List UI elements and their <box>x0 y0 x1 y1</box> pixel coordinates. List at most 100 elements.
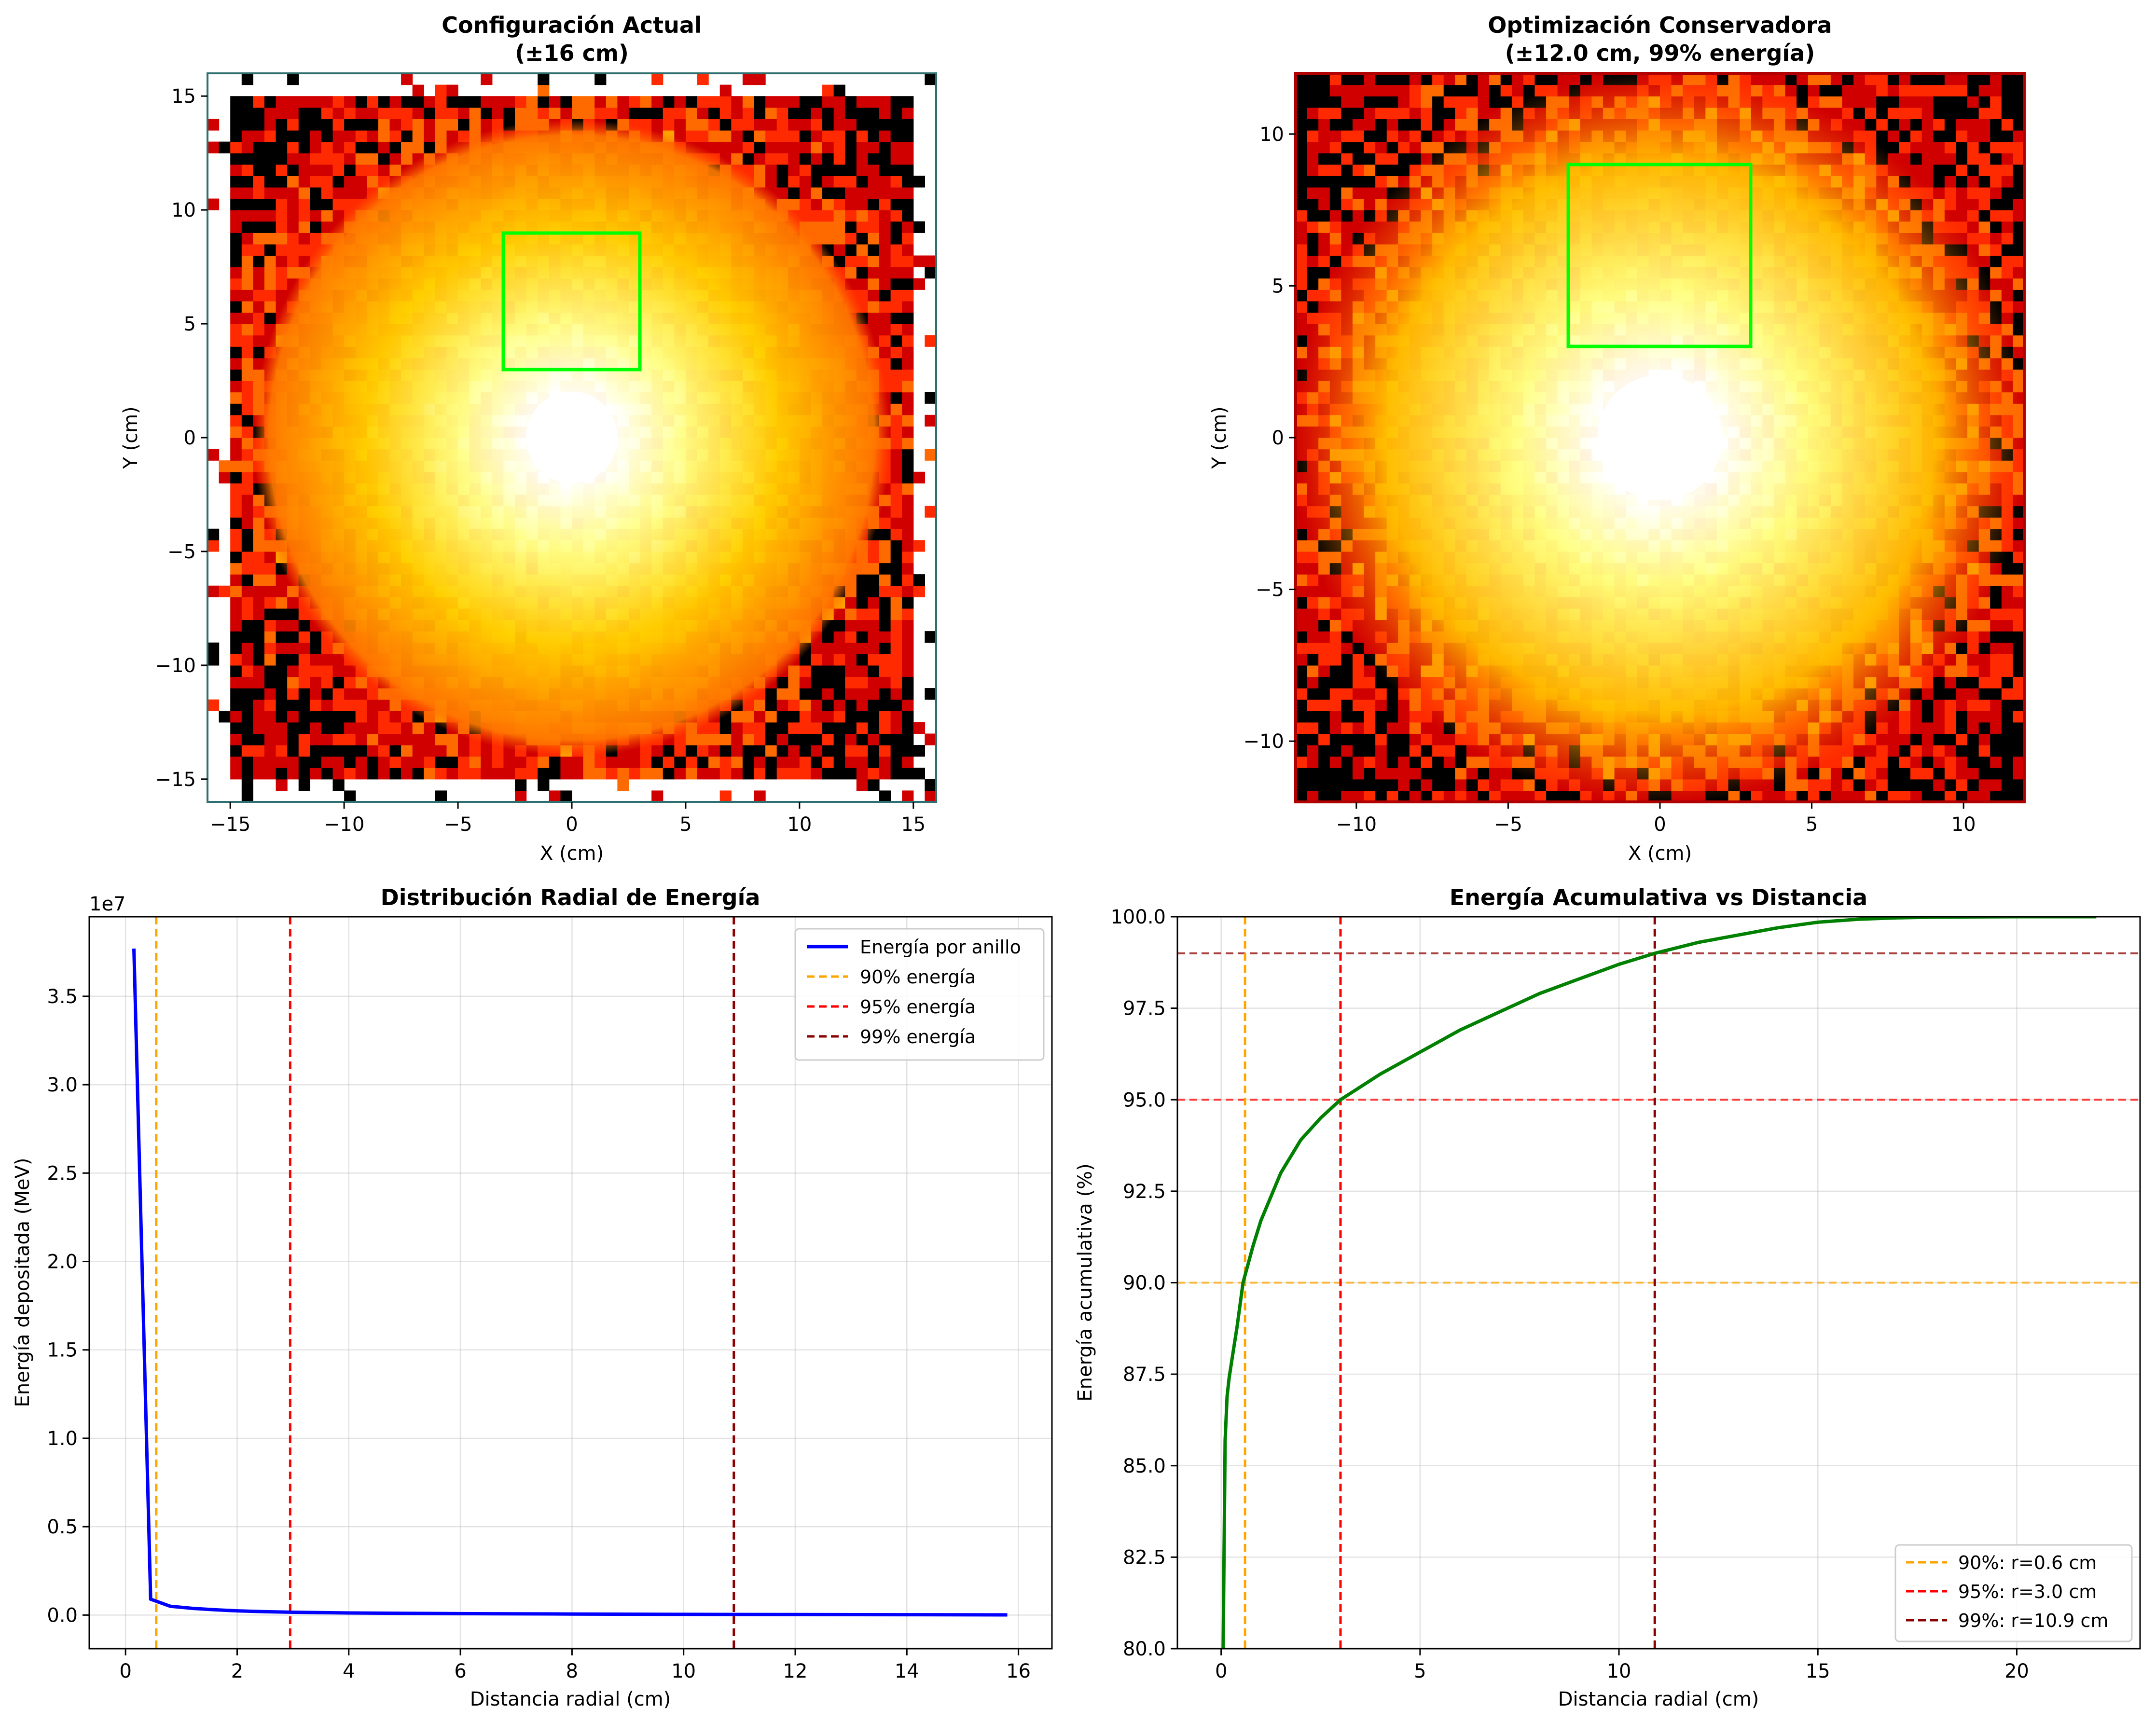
heatmap-cell <box>719 768 732 780</box>
heatmap-cell <box>230 438 242 450</box>
heatmap-cell <box>708 768 720 780</box>
heatmap-cell <box>902 483 914 495</box>
heatmap-cell <box>230 688 242 700</box>
heatmap-cell <box>1375 688 1387 700</box>
heatmap-cell <box>1375 153 1387 165</box>
heatmap-cell <box>902 699 914 711</box>
heatmap-cell <box>332 711 345 723</box>
heatmap-cell <box>833 711 845 723</box>
heatmap-cell <box>310 130 322 142</box>
heatmap-cell <box>538 756 550 768</box>
heatmap-cell <box>287 642 299 654</box>
heatmap-cell <box>890 608 902 620</box>
heatmap-cell <box>1500 84 1512 96</box>
heatmap-cell <box>241 278 253 290</box>
heatmap-cell <box>1341 733 1353 745</box>
heatmap-cell <box>776 745 788 757</box>
heatmap-cell <box>811 107 823 119</box>
heatmap-cell <box>708 96 720 108</box>
heatmap-cell <box>241 676 253 689</box>
heatmap-cell <box>1329 130 1341 142</box>
heatmap-cell <box>913 585 926 597</box>
heatmap-cell <box>253 107 265 119</box>
heatmap-cell <box>1307 631 1319 643</box>
heatmap-cell <box>788 187 800 199</box>
heatmap-cell <box>776 733 788 745</box>
heatmap-cell <box>902 517 914 529</box>
heatmap-cell <box>822 164 834 176</box>
heatmap-cell <box>230 187 242 199</box>
heatmap-cell <box>1364 176 1376 188</box>
heatmap-cell <box>241 369 253 381</box>
heatmap-cell <box>856 665 869 677</box>
heatmap-cell <box>902 665 914 677</box>
heatmap-cell <box>925 733 936 745</box>
heatmap-cell <box>344 688 356 700</box>
heatmap-cell <box>310 711 322 723</box>
heatmap-cell <box>287 676 299 689</box>
heatmap-cell <box>435 768 447 780</box>
heatmap-cell <box>594 73 607 85</box>
heatmap-cell <box>287 96 299 108</box>
heatmap-cell <box>367 107 379 119</box>
heatmap-cell <box>902 733 914 745</box>
hm2-title-line1: Optimización Conservadora <box>1488 12 1832 38</box>
heatmap-cell <box>526 756 538 768</box>
heatmap-cell <box>276 620 288 632</box>
heatmap-cell <box>481 73 493 85</box>
heatmap-cell <box>868 756 880 768</box>
heatmap-cell <box>1307 688 1319 700</box>
heatmap-cell <box>583 96 595 108</box>
heatmap-cell <box>298 176 310 188</box>
heatmap-cell <box>1352 187 1365 199</box>
heatmap-cell <box>1352 699 1365 711</box>
heatmap-cell <box>902 346 914 358</box>
heatmap-cell <box>754 768 766 780</box>
heatmap-cell <box>492 96 504 108</box>
heatmap-cell <box>868 164 880 176</box>
heatmap-cell <box>856 153 869 165</box>
heatmap-cell <box>902 255 914 267</box>
heatmap-cell <box>355 141 367 153</box>
heatmap-cell <box>1296 119 1308 131</box>
heatmap-cell <box>594 96 607 108</box>
heatmap-cell <box>890 506 902 518</box>
heatmap-cell <box>298 141 310 153</box>
heatmap-cell <box>765 768 777 780</box>
heatmap-cell <box>321 198 333 210</box>
heatmap-cell <box>776 688 788 700</box>
heatmap-cell <box>1307 130 1319 142</box>
heatmap-cell <box>332 153 345 165</box>
heatmap-cell <box>1341 722 1353 734</box>
heatmap-cell <box>788 164 800 176</box>
heatmap-cell <box>845 733 857 745</box>
heatmap-cell <box>913 176 926 188</box>
heatmap-cell <box>219 471 231 483</box>
heatmap-cell <box>367 699 379 711</box>
heatmap-cell <box>1375 119 1387 131</box>
heatmap-cell <box>765 745 777 757</box>
heatmap-cell <box>276 642 288 654</box>
heatmap-cell <box>788 107 800 119</box>
heatmap-cell <box>788 768 800 780</box>
heatmap-cell <box>1455 84 1467 96</box>
heatmap-cell <box>264 210 276 222</box>
heatmap-cell <box>1307 289 1319 302</box>
heatmap-cell <box>435 756 447 768</box>
heatmap-cell <box>1364 676 1376 689</box>
heatmap-cell <box>731 733 743 745</box>
heatmap-cell <box>1398 711 1410 723</box>
heatmap-cell <box>230 164 242 176</box>
heatmap-cell <box>264 688 276 700</box>
heatmap-cell <box>1318 597 1330 609</box>
heatmap-cell <box>401 107 413 119</box>
heatmap-cell <box>321 654 333 666</box>
heatmap-cell <box>367 711 379 723</box>
heatmap-cell <box>913 745 926 757</box>
heatmap-cell <box>264 711 276 723</box>
heatmap-cell <box>799 119 812 131</box>
heatmap-cell <box>879 221 891 233</box>
heatmap-cell <box>742 141 755 153</box>
heatmap-cell <box>708 107 720 119</box>
heatmap-cell <box>446 733 458 745</box>
